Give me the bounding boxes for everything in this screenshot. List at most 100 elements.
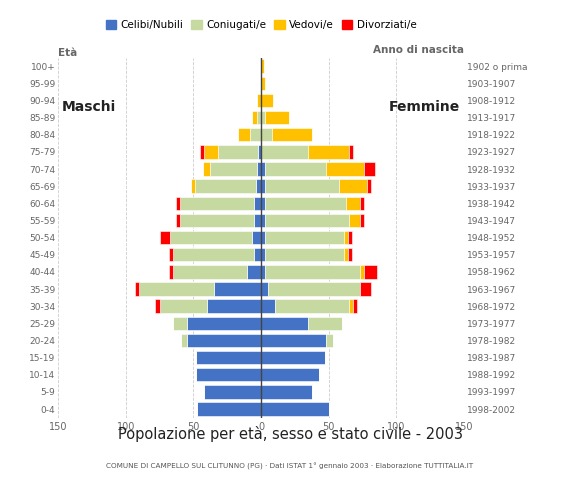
Bar [261,128,272,142]
Bar [261,385,313,398]
Bar [176,214,180,227]
Bar [180,214,254,227]
Bar [353,300,357,313]
Bar [346,197,360,210]
Text: Anno di nascita: Anno di nascita [373,45,464,55]
Bar [261,94,273,107]
Bar [155,300,160,313]
Bar [173,317,187,330]
Text: Maschi: Maschi [62,100,117,114]
Text: COMUNE DI CAMPELLO SUL CLITUNNO (PG) · Dati ISTAT 1° gennaio 2003 · Elaborazione: COMUNE DI CAMPELLO SUL CLITUNNO (PG) · D… [107,462,473,469]
Bar [203,162,209,176]
Bar [343,248,347,262]
Bar [326,162,364,176]
Bar [261,334,326,347]
Bar [261,77,265,90]
Text: Popolazione per età, sesso e stato civile - 2003: Popolazione per età, sesso e stato civil… [118,426,462,442]
Bar [160,231,171,244]
Text: Femmine: Femmine [389,100,460,114]
Bar [343,231,347,244]
Bar [261,282,268,296]
Bar [326,334,333,347]
Bar [261,145,309,158]
Bar [360,214,364,227]
Bar [135,282,139,296]
Bar [261,60,264,73]
Bar [169,248,173,262]
Bar [265,162,326,176]
Bar [261,351,325,364]
Bar [360,265,364,278]
Bar [238,128,250,142]
Bar [180,197,254,210]
Bar [160,300,207,313]
Bar [196,368,261,382]
Bar [207,300,261,313]
Bar [250,128,261,142]
Bar [265,180,339,193]
Bar [272,128,313,142]
Bar [265,214,349,227]
Bar [195,180,256,193]
Bar [257,162,261,176]
Bar [339,180,367,193]
Bar [173,265,248,278]
Bar [261,265,265,278]
Bar [261,368,319,382]
Bar [248,265,261,278]
Bar [261,197,265,210]
Bar [364,162,375,176]
Bar [213,282,261,296]
Bar [261,231,265,244]
Bar [360,197,364,210]
Bar [347,231,351,244]
Bar [204,385,261,398]
Bar [309,145,349,158]
Bar [347,248,351,262]
Bar [254,214,261,227]
Bar [364,265,378,278]
Bar [173,248,254,262]
Bar [261,248,265,262]
Bar [265,231,343,244]
Bar [265,111,289,124]
Bar [252,231,261,244]
Bar [349,300,353,313]
Bar [196,351,261,364]
Bar [191,180,195,193]
Bar [265,248,343,262]
Bar [181,334,187,347]
Bar [257,111,261,124]
Bar [261,111,265,124]
Bar [261,162,265,176]
Bar [176,197,180,210]
Legend: Celibi/Nubili, Coniugati/e, Vedovi/e, Divorziati/e: Celibi/Nubili, Coniugati/e, Vedovi/e, Di… [102,16,420,35]
Bar [360,282,371,296]
Bar [169,265,173,278]
Text: Età: Età [58,48,77,58]
Bar [258,145,261,158]
Bar [257,94,261,107]
Bar [265,197,346,210]
Bar [367,180,371,193]
Bar [187,334,261,347]
Bar [256,180,261,193]
Bar [254,248,261,262]
Bar [187,317,261,330]
Bar [274,300,349,313]
Bar [252,111,257,124]
Bar [261,402,329,416]
Bar [204,145,218,158]
Bar [261,317,309,330]
Bar [171,231,252,244]
Bar [197,402,261,416]
Bar [349,214,360,227]
Bar [349,145,353,158]
Bar [254,197,261,210]
Bar [209,162,257,176]
Bar [265,265,360,278]
Bar [200,145,204,158]
Bar [261,180,265,193]
Bar [218,145,258,158]
Bar [261,214,265,227]
